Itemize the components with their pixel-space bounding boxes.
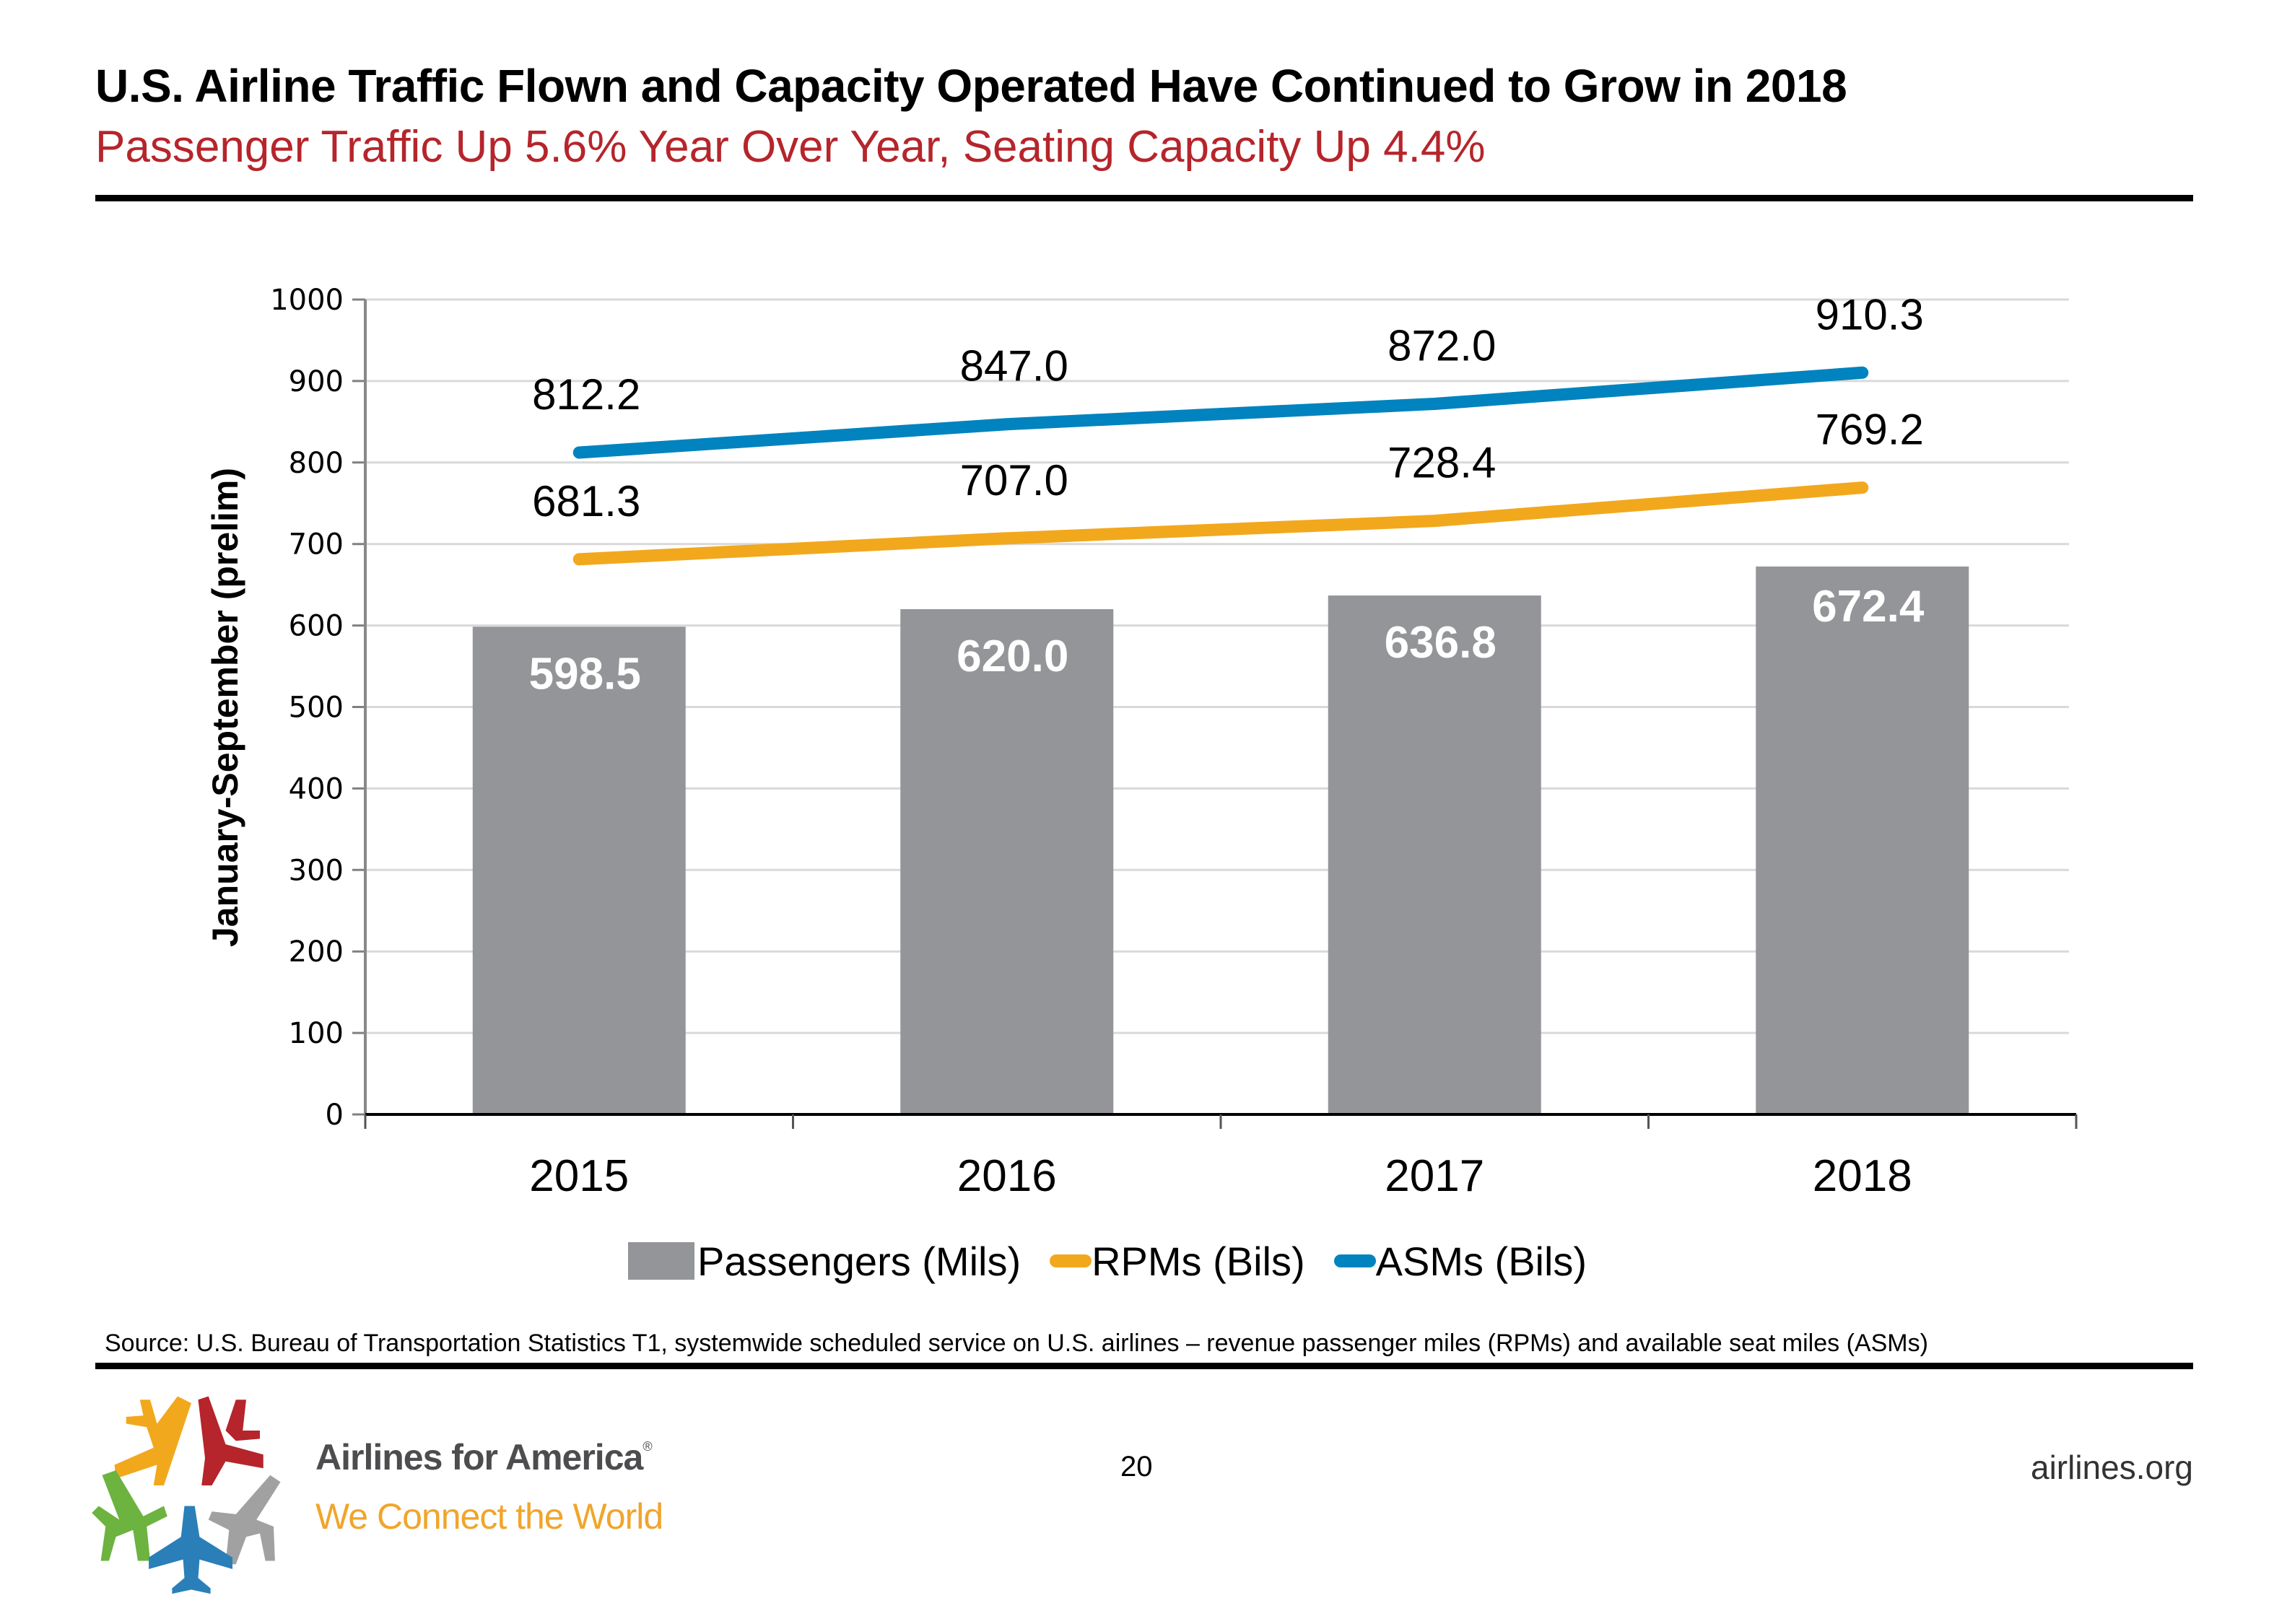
line-value-label: 728.4 (1388, 439, 1496, 487)
legend-swatch-asms (1333, 1254, 1376, 1267)
line-value-label: 847.0 (960, 342, 1068, 390)
plane-green-icon (92, 1470, 167, 1561)
legend-swatch-passengers (628, 1242, 694, 1280)
bar-value-label: 598.5 (529, 649, 641, 699)
plane-red-icon (198, 1396, 263, 1485)
line-value-label: 812.2 (532, 370, 640, 419)
bar-2018 (1756, 566, 1969, 1114)
line-value-label: 910.3 (1816, 290, 1924, 339)
y-tick-label: 700 (289, 528, 344, 562)
line-value-label: 872.0 (1388, 322, 1496, 370)
page-number: 20 (1120, 1451, 1153, 1483)
logo-name: Airlines for America® (315, 1436, 653, 1478)
page-title: U.S. Airline Traffic Flown and Capacity … (95, 60, 1847, 112)
y-tick-label: 100 (289, 1017, 344, 1050)
x-tick-label-2015: 2015 (529, 1151, 629, 1201)
website-link[interactable]: airlines.org (2031, 1449, 2193, 1486)
line-value-label: 769.2 (1816, 406, 1924, 454)
line-value-label: 681.3 (532, 477, 640, 525)
logo-tagline: We Connect the World (315, 1496, 663, 1537)
legend-item-rpms: RPMs (Bils) (1050, 1238, 1305, 1285)
x-tick-label-2017: 2017 (1385, 1151, 1484, 1201)
y-tick-label: 900 (289, 365, 344, 398)
legend-item-passengers: Passengers (Mils) (628, 1238, 1021, 1285)
source-note: Source: U.S. Bureau of Transportation St… (105, 1330, 1928, 1357)
y-tick-label: 800 (289, 447, 344, 480)
legend-item-asms: ASMs (Bils) (1333, 1238, 1587, 1285)
y-tick-label: 500 (289, 691, 344, 725)
legend-label-rpms: RPMs (Bils) (1092, 1238, 1305, 1284)
bar-value-label: 636.8 (1385, 618, 1497, 668)
x-tick-label-2016: 2016 (957, 1151, 1057, 1201)
y-tick-label: 200 (289, 935, 344, 969)
line-value-label: 707.0 (960, 456, 1068, 505)
bar-value-label: 672.4 (1812, 582, 1925, 632)
line-rpms (572, 481, 1869, 566)
x-tick-label-2018: 2018 (1813, 1151, 1912, 1201)
y-tick-label: 1000 (270, 284, 344, 317)
registered-mark: ® (642, 1439, 652, 1454)
bar-2016 (900, 609, 1114, 1114)
logo-name-text: Airlines for America (315, 1437, 643, 1477)
legend-label-asms: ASMs (Bils) (1375, 1238, 1587, 1284)
y-axis-label: January-September (prelim) (205, 467, 245, 948)
page-subtitle: Passenger Traffic Up 5.6% Year Over Year… (95, 122, 1486, 172)
plane-gray-icon (208, 1475, 281, 1565)
plane-orange-icon (114, 1396, 191, 1485)
legend-label-passengers: Passengers (Mils) (697, 1238, 1021, 1284)
bar-2017 (1328, 595, 1541, 1114)
footer-divider (95, 1363, 2193, 1369)
bar-2015 (472, 627, 686, 1114)
line-asms (572, 366, 1869, 459)
y-tick-label: 600 (289, 610, 344, 643)
legend-swatch-rpms (1050, 1254, 1092, 1267)
header-divider (95, 195, 2193, 201)
bar-value-label: 620.0 (957, 632, 1068, 681)
y-tick-label: 0 (326, 1099, 344, 1132)
y-tick-label: 400 (289, 772, 344, 806)
airlines-for-america-logo-icon (92, 1396, 281, 1594)
plane-blue-icon (149, 1506, 232, 1594)
y-tick-label: 300 (289, 854, 344, 887)
chart-legend: Passengers (Mils) RPMs (Bils) ASMs (Bils… (628, 1236, 1616, 1286)
